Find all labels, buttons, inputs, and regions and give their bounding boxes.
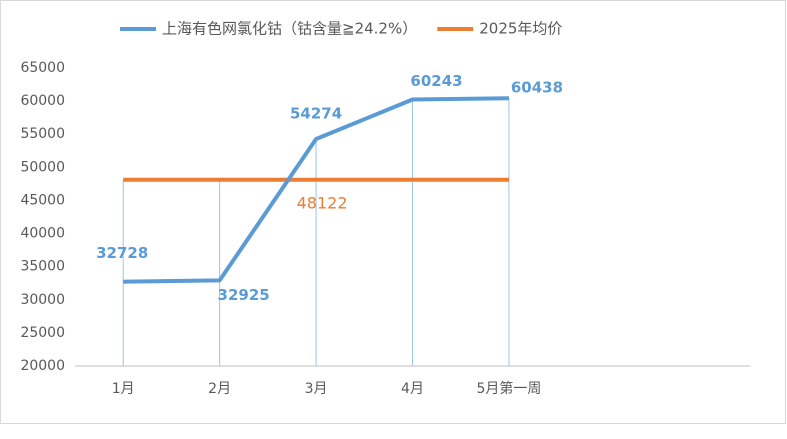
- legend-label: 2025年均价: [479, 20, 562, 38]
- y-tick-label: 25000: [20, 325, 65, 341]
- y-tick-label: 30000: [20, 292, 65, 308]
- y-tick-label: 65000: [20, 60, 65, 76]
- series-line: [123, 96, 509, 284]
- data-label: 60243: [410, 72, 462, 90]
- x-tick-label: 3月: [305, 381, 328, 397]
- x-tick-label: 1月: [112, 381, 135, 397]
- x-tick-label: 2月: [208, 381, 231, 397]
- data-label: 60438: [511, 79, 563, 97]
- data-label: 32925: [218, 286, 270, 304]
- x-tick-label: 4月: [401, 381, 424, 397]
- y-tick-label: 45000: [20, 192, 65, 208]
- x-tick-label: 5月第一周: [476, 380, 541, 397]
- y-tick-label: 35000: [20, 259, 65, 275]
- y-tick-label: 55000: [20, 126, 65, 142]
- y-tick-label: 20000: [20, 358, 65, 374]
- data-label: 54274: [290, 105, 342, 123]
- y-tick-label: 40000: [20, 226, 65, 242]
- y-tick-label: 50000: [20, 159, 65, 175]
- data-label: 48122: [297, 193, 348, 212]
- data-label: 32728: [96, 244, 148, 262]
- chart-frame: [0, 0, 786, 424]
- y-tick-label: 60000: [20, 93, 65, 109]
- legend-label: 上海有色网氯化钴（钴含量≧24.2%）: [162, 20, 417, 38]
